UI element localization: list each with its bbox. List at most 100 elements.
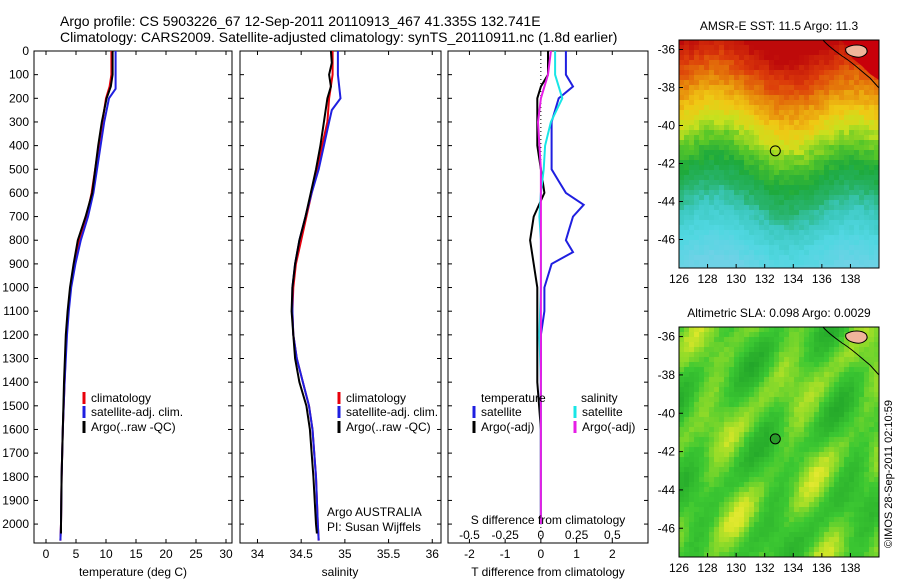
sst-cell: [869, 95, 874, 100]
sst-cell: [694, 255, 699, 260]
sla-cell: [734, 447, 739, 452]
sla-cell: [854, 462, 859, 467]
sla-cell: [774, 507, 779, 512]
sst-cell: [804, 165, 809, 170]
map-x-tick-label: 134: [783, 272, 803, 286]
sst-cell: [809, 70, 814, 75]
sst-cell: [679, 235, 684, 240]
sst-cell: [719, 90, 724, 95]
sla-cell: [864, 432, 869, 437]
sla-cell: [764, 462, 769, 467]
temperature-x-label: temperature (deg C): [79, 565, 187, 579]
sst-cell: [709, 200, 714, 205]
sst-cell: [789, 190, 794, 195]
sla-cell: [679, 367, 684, 372]
sla-cell: [709, 537, 714, 542]
sla-cell: [869, 532, 874, 537]
sst-cell: [859, 115, 864, 120]
sst-cell: [804, 135, 809, 140]
sla-cell: [874, 407, 879, 412]
sst-cell: [764, 75, 769, 80]
x-tick-label: 25: [189, 547, 203, 561]
sla-cell: [859, 552, 864, 557]
sst-cell: [824, 50, 829, 55]
sla-cell: [859, 477, 864, 482]
sla-cell: [704, 332, 709, 337]
sla-cell: [699, 352, 704, 357]
sst-map-frame: [678, 39, 880, 269]
sst-cell: [679, 210, 684, 215]
sst-cell: [779, 135, 784, 140]
sst-cell: [799, 265, 804, 268]
sla-cell: [784, 537, 789, 542]
sst-cell: [794, 125, 799, 130]
sla-cell: [679, 342, 684, 347]
x-tick-label: 35: [338, 547, 352, 561]
sst-cell: [829, 200, 834, 205]
sst-cell: [739, 170, 744, 175]
sla-cell: [834, 457, 839, 462]
sla-cell: [779, 337, 784, 342]
sst-cell: [749, 130, 754, 135]
sst-cell: [854, 190, 859, 195]
sst-cell: [794, 230, 799, 235]
sst-cell: [734, 95, 739, 100]
sst-cell: [714, 260, 719, 265]
sla-cell: [864, 447, 869, 452]
sla-cell: [844, 422, 849, 427]
sst-cell: [859, 105, 864, 110]
sla-cell: [764, 397, 769, 402]
sla-cell: [714, 512, 719, 517]
sst-cell: [699, 190, 704, 195]
sst-cell: [684, 120, 689, 125]
sst-cell: [809, 210, 814, 215]
sst-cell: [839, 135, 844, 140]
sla-cell: [824, 552, 829, 557]
sla-cell: [744, 372, 749, 377]
sst-cell: [869, 85, 874, 90]
sla-cell: [724, 522, 729, 527]
sla-cell: [694, 402, 699, 407]
sla-cell: [819, 397, 824, 402]
sla-cell: [814, 412, 819, 417]
sst-cell: [764, 255, 769, 260]
sst-cell: [814, 115, 819, 120]
sst-cell: [754, 55, 759, 60]
sst-cell: [789, 250, 794, 255]
sla-cell: [874, 507, 879, 512]
sst-cell: [794, 240, 799, 245]
sla-cell: [769, 467, 774, 472]
sla-cell: [774, 537, 779, 542]
sst-cell: [804, 210, 809, 215]
sst-cell: [739, 80, 744, 85]
sla-cell: [744, 467, 749, 472]
salinity-x-axis: 34 34.5 35 35.5 36: [251, 51, 439, 561]
sla-cell: [794, 487, 799, 492]
sst-cell: [849, 170, 854, 175]
sst-cell: [704, 60, 709, 65]
sst-cell: [754, 85, 759, 90]
sst-cell: [869, 145, 874, 150]
sst-cell: [799, 55, 804, 60]
sst-cell: [704, 250, 709, 255]
sla-cell: [809, 522, 814, 527]
sla-cell: [734, 342, 739, 347]
sst-cell: [754, 170, 759, 175]
sla-cell: [834, 502, 839, 507]
sst-cell: [874, 80, 879, 85]
sst-cell: [719, 215, 724, 220]
sla-cell: [774, 442, 779, 447]
sla-cell: [819, 487, 824, 492]
sst-cell: [839, 115, 844, 120]
sst-cell: [859, 85, 864, 90]
sla-cell: [874, 382, 879, 387]
sst-cell: [814, 190, 819, 195]
sst-cell: [704, 105, 709, 110]
sla-cell: [709, 332, 714, 337]
sla-cell: [769, 507, 774, 512]
sla-cell: [784, 452, 789, 457]
sst-cell: [794, 110, 799, 115]
sst-cell: [864, 255, 869, 260]
sst-cell: [764, 185, 769, 190]
sst-cell: [699, 60, 704, 65]
